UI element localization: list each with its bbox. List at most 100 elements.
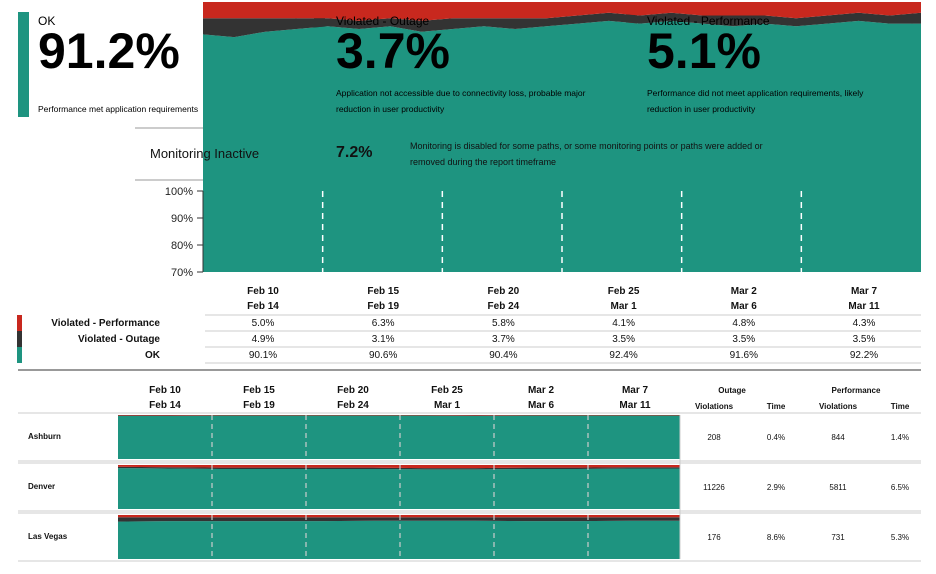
card-value: 3.7% [336,23,450,79]
kpi-card: Violated - Outage 3.7% Application not acc… [336,12,586,117]
y-tick-label: 90% [171,213,193,225]
period-start: Mar 7 [621,385,649,396]
summary-cell: 4.3% [852,318,876,329]
site-cell: 5.3% [890,533,910,542]
period-end: Feb 24 [337,400,369,411]
site-name: Las Vegas [28,532,68,541]
area-series [118,517,680,522]
period-start: Feb 20 [337,385,369,396]
period-start: Feb 15 [367,286,400,297]
period-end: Mar 11 [619,400,651,411]
period-start: Mar 7 [850,286,878,297]
card-title: OK [38,14,56,28]
y-tick-label: 70% [171,267,193,279]
summary-cell: 5.0% [251,318,275,329]
summary-row-label: OK [145,350,160,361]
site-cell: 208 [707,433,721,442]
area-series [118,520,680,559]
period-end: Mar 6 [730,301,757,312]
period-end: Mar 1 [610,301,637,312]
inactive-label: Monitoring Inactive [150,146,260,161]
summary-cell: 90.1% [248,350,278,361]
summary-cell: 4.8% [732,318,756,329]
area-series [118,415,680,459]
site-name: Ashburn [28,432,61,441]
period-start: Feb 25 [431,385,463,396]
inactive-value: 7.2% [336,144,373,161]
summary-cell: 92.2% [849,350,879,361]
period-start: Feb 10 [149,385,181,396]
period-start: Mar 2 [730,286,757,297]
area-series [203,2,921,21]
summary-row-label: Violated - Outage [77,334,160,345]
summary-cell: 5.8% [491,318,515,329]
period-end: Mar 6 [527,400,555,411]
card-color-bar [18,12,29,117]
site-cell: 176 [707,533,721,542]
area-series [203,12,921,38]
summary-cell: 91.6% [729,350,758,361]
period-end: Mar 1 [433,400,461,411]
area-series [118,465,680,469]
column-header: Violations [818,402,858,411]
summary-cell: 3.5% [612,334,635,345]
site-cell: 11226 [703,483,725,492]
legend-swatch [17,347,22,363]
legend-swatch [17,315,22,331]
card-description: Performance met application requirements [38,104,199,114]
area-series [203,20,921,273]
card-description: Performance did not meet application req… [647,88,864,114]
site-cell: 1.4% [890,433,910,442]
summary-cell: 3.5% [852,334,876,345]
summary-row-label: Violated - Performance [51,318,160,329]
card-title: Violated - Outage [336,14,430,28]
site-cell: 2.9% [766,483,786,492]
period-start: Feb 25 [607,286,640,297]
site-cell: 844 [831,433,845,442]
site-cell: 8.6% [766,533,786,542]
kpi-card: OK 91.2% Performance met application requi… [38,12,288,117]
group-header: Performance [831,386,881,395]
column-header: Violations [694,402,734,411]
summary-cell: 4.9% [251,334,275,345]
area-series [118,468,680,509]
site-cell: 0.4% [766,433,786,442]
y-tick-label: 100% [165,186,193,198]
column-header: Time [766,402,786,411]
card-description: Application not accessible due to connec… [336,88,586,114]
card-value: 5.1% [647,23,761,79]
site-name: Denver [28,482,56,491]
period-start: Feb 20 [487,286,520,297]
period-end: Feb 19 [367,301,400,312]
kpi-card: Violated - Performance 5.1% Performance di… [647,12,897,117]
y-tick-label: 80% [171,240,193,252]
summary-cell: 4.1% [612,318,635,329]
legend-swatch [17,331,22,347]
summary-cell: 3.7% [491,334,515,345]
period-end: Feb 14 [247,301,279,312]
summary-cell: 92.4% [609,350,638,361]
summary-cell: 90.4% [489,350,518,361]
inactive-description: Monitoring is disabled for some paths, o… [410,141,763,167]
group-header: Outage [718,386,746,395]
period-start: Feb 15 [243,385,275,396]
period-end: Feb 19 [243,400,275,411]
period-start: Mar 2 [527,385,555,396]
period-start: Feb 10 [247,286,279,297]
summary-cell: 90.6% [369,350,398,361]
card-value: 91.2% [38,23,180,79]
site-cell: 6.5% [890,483,910,492]
period-end: Feb 24 [487,301,520,312]
area-series [118,515,680,518]
card-title: Violated - Performance [647,14,770,28]
summary-cell: 3.5% [732,334,756,345]
summary-cell: 6.3% [371,318,395,329]
column-header: Time [890,402,910,411]
summary-cell: 3.1% [371,334,395,345]
site-cell: 5811 [829,483,847,492]
area-series [118,466,680,470]
period-end: Feb 14 [149,400,181,411]
site-cell: 731 [831,533,845,542]
